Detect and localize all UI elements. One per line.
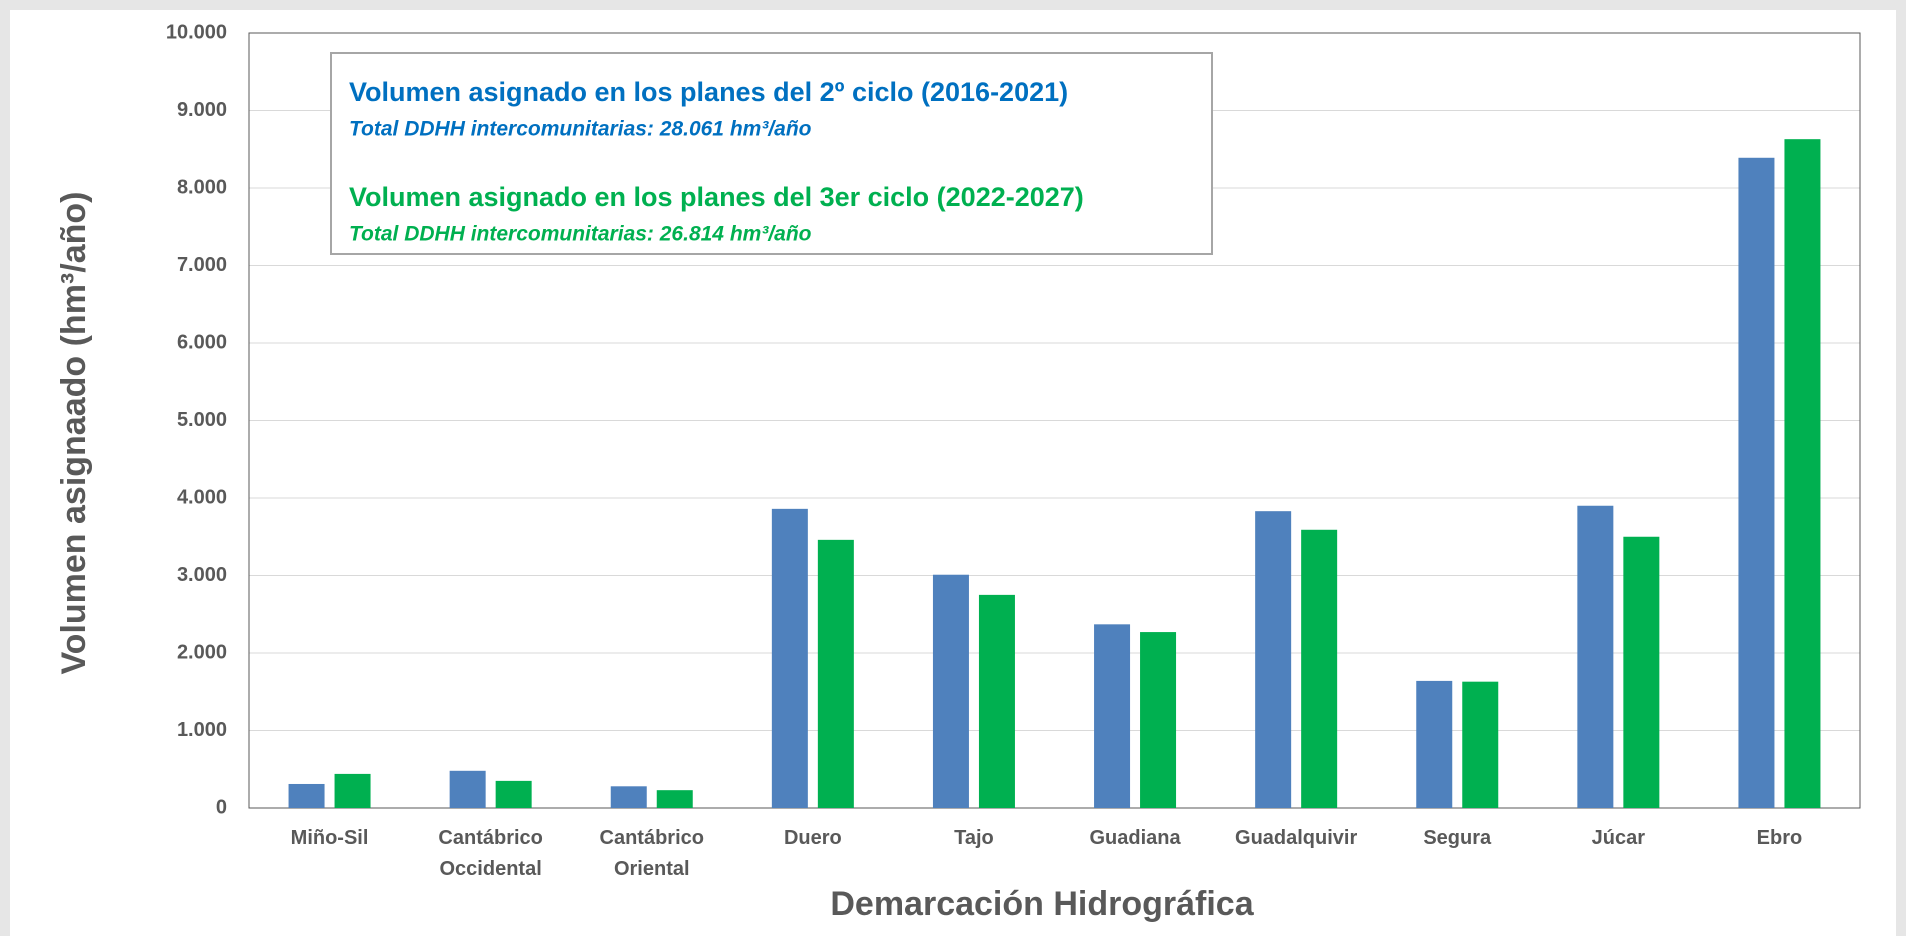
bar — [449, 770, 486, 808]
x-tick-label: Duero — [783, 827, 842, 849]
bar — [1140, 632, 1177, 808]
y-tick-label: 10.000 — [166, 21, 227, 43]
x-tick-label: Cantábrico Oriental — [599, 827, 704, 880]
y-tick-label: 7.000 — [177, 254, 227, 276]
legend-box — [330, 52, 1213, 255]
bar — [1416, 680, 1453, 808]
y-tick-label: 9.000 — [177, 99, 227, 121]
x-tick-label: Ebro — [1756, 827, 1803, 849]
x-axis-title: Demarcación Hidrográfica — [830, 885, 1254, 923]
x-tick-label: Guadiana — [1089, 827, 1181, 849]
y-tick-label: 1.000 — [177, 719, 227, 741]
bar — [334, 773, 371, 808]
x-tick-label: Cantábrico Occidental — [438, 827, 543, 880]
legend-label: Volumen asignado en los planes del 2º ci… — [349, 77, 1068, 107]
bar — [1301, 529, 1338, 808]
bar — [1462, 681, 1499, 808]
bar — [932, 574, 969, 808]
bar — [1577, 505, 1614, 808]
y-tick-label: 8.000 — [177, 176, 227, 198]
plot-frame — [248, 32, 1861, 809]
y-tick-label: 6.000 — [177, 331, 227, 353]
bar — [656, 790, 693, 808]
legend-label: Volumen asignado en los planes del 3er c… — [349, 182, 1084, 212]
y-tick-label: 3.000 — [177, 564, 227, 586]
bar — [1738, 157, 1775, 808]
chart-panel: Demarcación Hidrográfica Volumen asignaa… — [10, 10, 1896, 936]
bar — [1255, 511, 1292, 808]
y-tick-label: 5.000 — [177, 409, 227, 431]
bar — [978, 594, 1015, 808]
bar — [1623, 536, 1660, 808]
x-tick-label: Júcar — [1591, 827, 1646, 849]
x-tick-label: Miño-Sil — [290, 827, 369, 849]
bar — [610, 786, 647, 808]
bar — [288, 783, 325, 808]
y-axis-title: Volumen asignaado (hm³/año) — [55, 192, 93, 675]
bar — [817, 539, 854, 808]
bar — [1094, 624, 1131, 808]
x-tick-label: Tajo — [954, 827, 994, 849]
x-tick-label: Guadalquivir — [1235, 827, 1358, 849]
bar — [1784, 139, 1821, 809]
chart: Demarcación Hidrográfica Volumen asignaa… — [55, 21, 1861, 923]
y-tick-label: 0 — [216, 796, 227, 818]
bar — [771, 508, 808, 808]
legend-note: Total DDHH intercomunitarias: 26.814 hm³… — [349, 223, 812, 246]
y-tick-label: 4.000 — [177, 486, 227, 508]
bar — [495, 780, 532, 808]
y-tick-label: 2.000 — [177, 641, 227, 663]
legend-note: Total DDHH intercomunitarias: 28.061 hm³… — [349, 118, 812, 141]
x-tick-label: Segura — [1423, 827, 1492, 849]
